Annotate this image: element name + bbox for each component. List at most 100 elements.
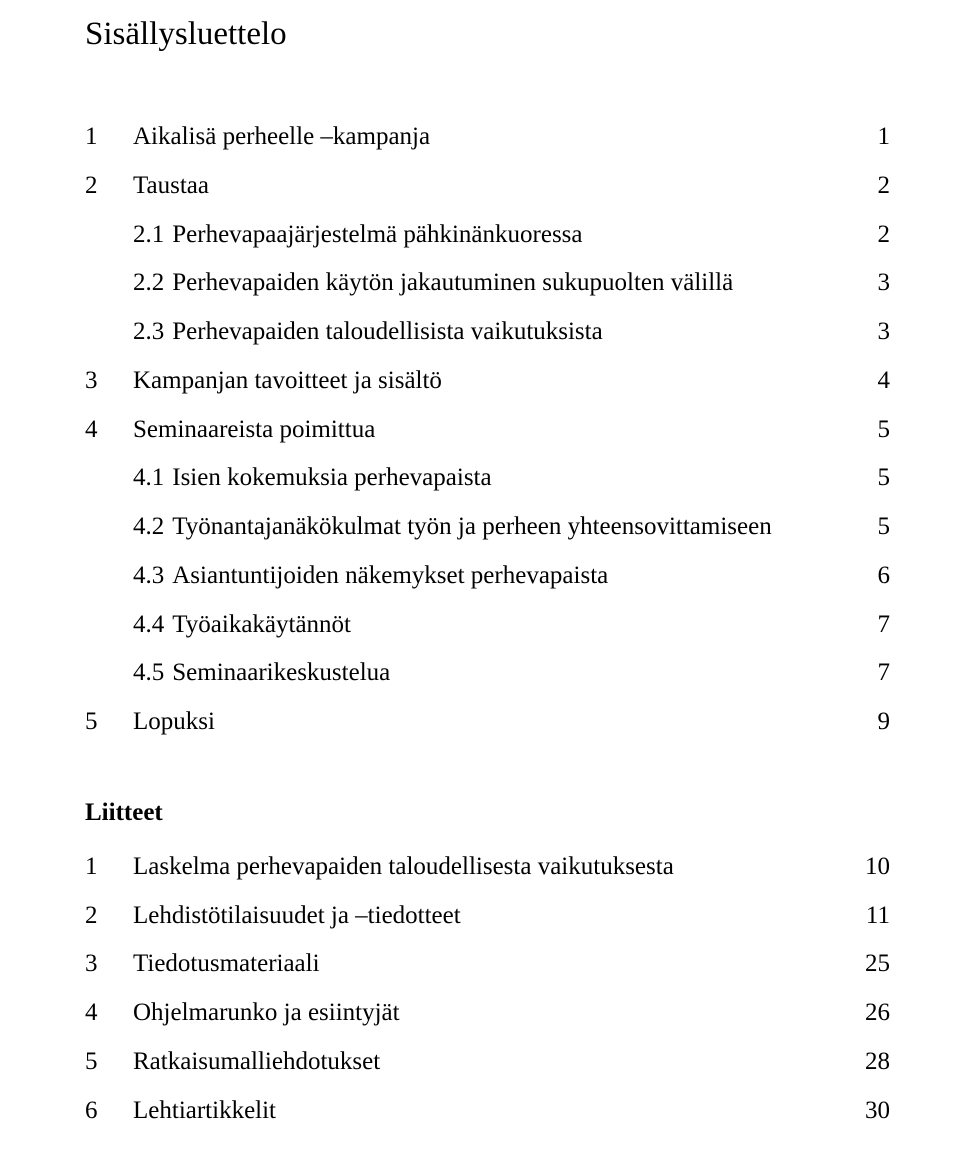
appendix-row: 1Laskelma perhevapaiden taloudellisesta …: [85, 843, 890, 892]
appendix-row: 2Lehdistötilaisuudet ja –tiedotteet 11: [85, 892, 890, 941]
toc-label-wrap: 4.5Seminaarikeskustelua: [133, 649, 390, 698]
appendix-label: Ohjelmarunko ja esiintyjät: [133, 989, 400, 1038]
toc-label-wrap: 4.2 Työnantajanäkökulmat työn ja perheen …: [133, 503, 772, 552]
toc-label: Työnantajanäkökulmat työn ja perheen yht…: [172, 513, 771, 540]
appendix-row-left: 4Ohjelmarunko ja esiintyjät: [85, 989, 400, 1038]
toc-subsection-number: 4.1: [133, 464, 164, 491]
toc-label-wrap: Aikalisä perheelle –kampanja: [133, 113, 430, 162]
toc-row: 5Lopuksi 9: [85, 698, 890, 747]
toc-page-number: 3: [840, 259, 890, 308]
appendix-row: 3Tiedotusmateriaali25: [85, 940, 890, 989]
appendix-index: 6: [85, 1087, 133, 1136]
toc-row-left: 4Seminaareista poimittua: [85, 406, 375, 455]
toc-index: 5: [85, 698, 133, 747]
toc-label: Työaikakäytännöt: [172, 611, 351, 638]
appendix-page-number: 11: [840, 892, 890, 941]
toc-row: 4.2 Työnantajanäkökulmat työn ja perheen …: [85, 503, 890, 552]
toc-row: 4Seminaareista poimittua5: [85, 406, 890, 455]
toc-page-number: 4: [840, 357, 890, 406]
appendix-label: Lehtiartikkelit: [133, 1087, 276, 1136]
toc-subsection-number: 4.3: [133, 562, 164, 589]
toc-label-wrap: Lopuksi: [133, 698, 215, 747]
toc-page-number: 2: [840, 162, 890, 211]
toc-subsection-number: 4.2: [133, 513, 164, 540]
toc-label-wrap: 4.4Työaikakäytännöt: [133, 601, 351, 650]
toc-label: Taustaa: [133, 172, 209, 199]
toc-row: 4.5Seminaarikeskustelua 7: [85, 649, 890, 698]
toc-row-left: 4.3 Asiantuntijoiden näkemykset perhevapa…: [85, 552, 608, 601]
toc-page-number: 9: [840, 698, 890, 747]
toc-row: 4.3 Asiantuntijoiden näkemykset perhevapa…: [85, 552, 890, 601]
appendix-row: 5Ratkaisumalliehdotukset 28: [85, 1038, 890, 1087]
toc-label-wrap: 2.3 Perhevapaiden taloudellisista vaikutu…: [133, 308, 603, 357]
toc-page-number: 6: [840, 552, 890, 601]
appendix-page-number: 25: [840, 940, 890, 989]
toc-row: 1Aikalisä perheelle –kampanja1: [85, 113, 890, 162]
toc-row-left: 5Lopuksi: [85, 698, 215, 747]
toc-subsection-number: 2.3: [133, 318, 164, 345]
toc-row-left: 1Aikalisä perheelle –kampanja: [85, 113, 430, 162]
toc-index: 1: [85, 113, 133, 162]
appendix-row: 4Ohjelmarunko ja esiintyjät 26: [85, 989, 890, 1038]
appendix-list: 1Laskelma perhevapaiden taloudellisesta …: [85, 843, 890, 1136]
appendix-row-left: 5Ratkaisumalliehdotukset: [85, 1038, 380, 1087]
appendix-page-number: 26: [840, 989, 890, 1038]
appendix-row-left: 1Laskelma perhevapaiden taloudellisesta …: [85, 843, 674, 892]
appendix-row: 6Lehtiartikkelit 30: [85, 1087, 890, 1136]
appendix-index: 5: [85, 1038, 133, 1087]
toc-row: 2.1Perhevapaajärjestelmä pähkinänkuoress…: [85, 211, 890, 260]
toc-subsection-number: 4.5: [133, 659, 164, 686]
toc-label: Isien kokemuksia perhevapaista: [172, 464, 491, 491]
toc-label: Kampanjan tavoitteet ja sisältö: [133, 367, 442, 394]
toc-row-left: 2.1Perhevapaajärjestelmä pähkinänkuoress…: [85, 211, 583, 260]
toc-label: Asiantuntijoiden näkemykset perhevapaist…: [172, 562, 608, 589]
page-title: Sisällysluettelo: [85, 16, 890, 53]
toc-subsection-number: 2.1: [133, 221, 164, 248]
toc-row-left: 4.5Seminaarikeskustelua: [85, 649, 390, 698]
appendix-row-left: 2Lehdistötilaisuudet ja –tiedotteet: [85, 892, 461, 941]
toc-row: 2Taustaa2: [85, 162, 890, 211]
appendix-page-number: 28: [840, 1038, 890, 1087]
toc-page-number: 1: [840, 113, 890, 162]
toc-label-wrap: 4.1 Isien kokemuksia perhevapaista: [133, 454, 492, 503]
appendix-index: 3: [85, 940, 133, 989]
toc-label: Aikalisä perheelle –kampanja: [133, 123, 430, 150]
toc-page-number: 5: [840, 454, 890, 503]
toc-list: 1Aikalisä perheelle –kampanja12Taustaa22…: [85, 113, 890, 747]
toc-row: 3Kampanjan tavoitteet ja sisältö 4: [85, 357, 890, 406]
appendix-label: Laskelma perhevapaiden taloudellisesta v…: [133, 843, 674, 892]
toc-label-wrap: Kampanjan tavoitteet ja sisältö: [133, 357, 442, 406]
toc-label: Seminaareista poimittua: [133, 416, 375, 443]
toc-row: 2.3 Perhevapaiden taloudellisista vaikutu…: [85, 308, 890, 357]
toc-label: Lopuksi: [133, 708, 215, 735]
toc-index: 3: [85, 357, 133, 406]
toc-row-left: 4.1 Isien kokemuksia perhevapaista: [85, 454, 492, 503]
toc-index: 2: [85, 162, 133, 211]
toc-row-left: 2.3 Perhevapaiden taloudellisista vaikutu…: [85, 308, 603, 357]
appendix-page-number: 30: [840, 1087, 890, 1136]
toc-label-wrap: Taustaa: [133, 162, 209, 211]
toc-row-left: 4.2 Työnantajanäkökulmat työn ja perheen …: [85, 503, 772, 552]
toc-index: 4: [85, 406, 133, 455]
appendix-index: 4: [85, 989, 133, 1038]
toc-label: Perhevapaiden taloudellisista vaikutuksi…: [172, 318, 602, 345]
toc-label: Perhevapaiden käytön jakautuminen sukupu…: [172, 269, 733, 296]
toc-row-left: 3Kampanjan tavoitteet ja sisältö: [85, 357, 442, 406]
toc-page-number: 7: [840, 649, 890, 698]
toc-row-left: 2Taustaa: [85, 162, 209, 211]
toc-page-number: 3: [840, 308, 890, 357]
toc-page-number: 7: [840, 601, 890, 650]
toc-label-wrap: 2.2Perhevapaiden käytön jakautuminen suk…: [133, 259, 733, 308]
toc-row: 4.1 Isien kokemuksia perhevapaista 5: [85, 454, 890, 503]
page-container: Sisällysluettelo 1Aikalisä perheelle –ka…: [0, 0, 960, 1175]
toc-page-number: 5: [840, 503, 890, 552]
appendix-row-left: 6Lehtiartikkelit: [85, 1087, 276, 1136]
toc-page-number: 2: [840, 211, 890, 260]
toc-label-wrap: Seminaareista poimittua: [133, 406, 375, 455]
appendix-index: 1: [85, 843, 133, 892]
appendix-index: 2: [85, 892, 133, 941]
appendix-page-number: 10: [840, 843, 890, 892]
toc-label-wrap: 4.3 Asiantuntijoiden näkemykset perhevapa…: [133, 552, 608, 601]
appendix-heading: Liitteet: [85, 799, 890, 827]
toc-row: 2.2Perhevapaiden käytön jakautuminen suk…: [85, 259, 890, 308]
